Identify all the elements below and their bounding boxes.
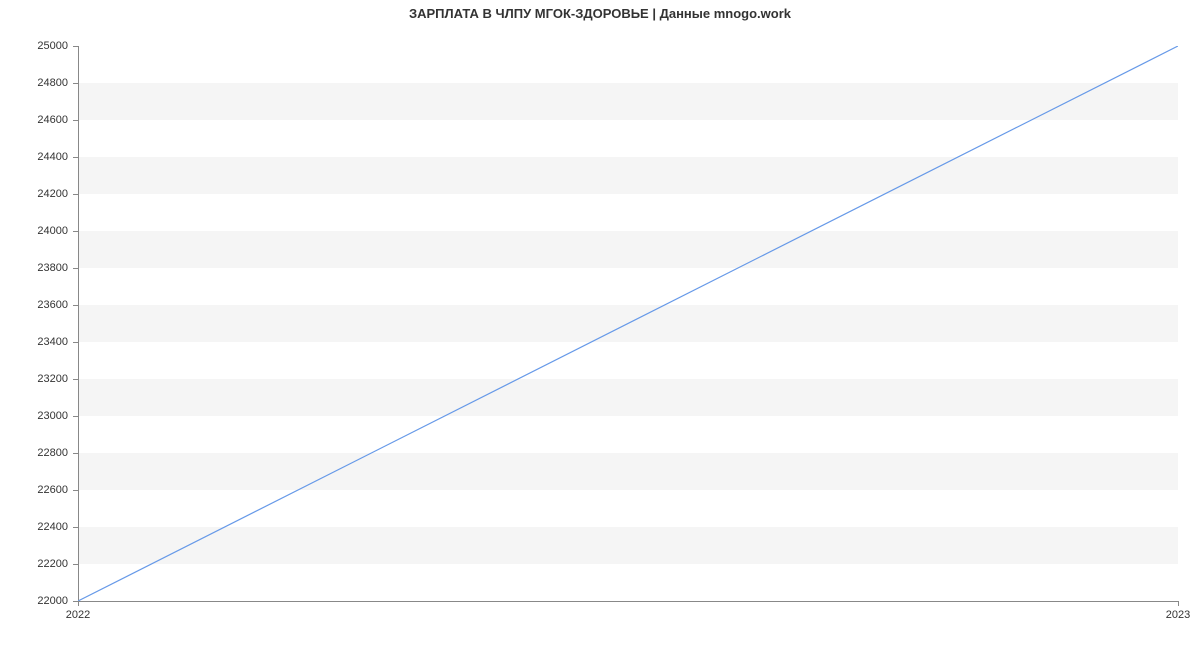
plot-area: 2200022200224002260022800230002320023400… bbox=[78, 46, 1178, 601]
x-axis-line bbox=[78, 601, 1178, 602]
series-layer bbox=[78, 46, 1178, 601]
y-tick-label: 23800 bbox=[18, 262, 68, 274]
x-tick-label: 2022 bbox=[66, 609, 90, 621]
x-tick-mark bbox=[1178, 601, 1179, 606]
y-tick-label: 22400 bbox=[18, 521, 68, 533]
y-tick-label: 24600 bbox=[18, 114, 68, 126]
series-line bbox=[78, 46, 1178, 601]
y-tick-label: 22000 bbox=[18, 595, 68, 607]
x-tick-label: 2023 bbox=[1166, 609, 1190, 621]
x-tick-mark bbox=[78, 601, 79, 606]
y-tick-label: 23000 bbox=[18, 410, 68, 422]
y-tick-label: 22800 bbox=[18, 447, 68, 459]
y-tick-label: 23200 bbox=[18, 373, 68, 385]
y-tick-label: 23400 bbox=[18, 336, 68, 348]
chart-title: ЗАРПЛАТА В ЧЛПУ МГОК-ЗДОРОВЬЕ | Данные m… bbox=[0, 6, 1200, 21]
y-tick-label: 24000 bbox=[18, 225, 68, 237]
chart-container: ЗАРПЛАТА В ЧЛПУ МГОК-ЗДОРОВЬЕ | Данные m… bbox=[0, 0, 1200, 650]
y-tick-label: 25000 bbox=[18, 40, 68, 52]
y-tick-label: 24400 bbox=[18, 151, 68, 163]
y-tick-label: 24200 bbox=[18, 188, 68, 200]
y-tick-label: 24800 bbox=[18, 77, 68, 89]
y-tick-label: 23600 bbox=[18, 299, 68, 311]
y-tick-label: 22200 bbox=[18, 558, 68, 570]
y-tick-label: 22600 bbox=[18, 484, 68, 496]
